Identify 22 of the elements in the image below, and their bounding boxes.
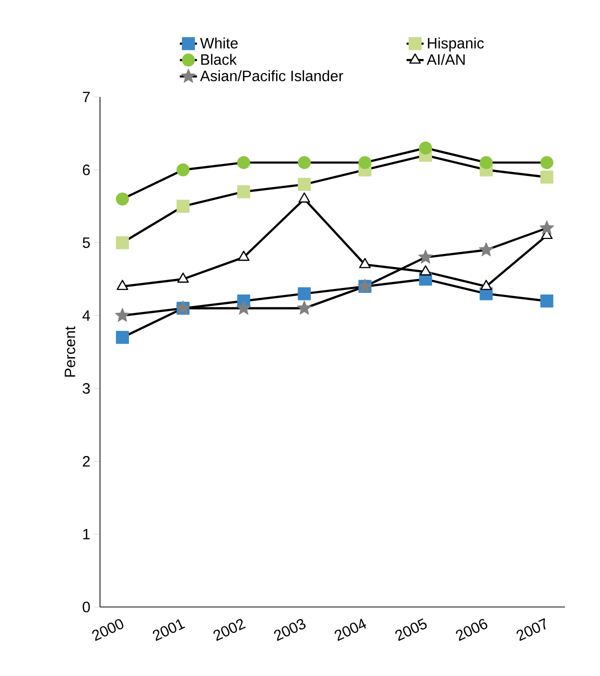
y-tick-label: 7 xyxy=(82,92,90,102)
legend-label: White xyxy=(200,37,238,48)
y-tick-label: 6 xyxy=(82,164,90,176)
y-tick-label: 3 xyxy=(82,383,90,394)
x-tick-label: 2003 xyxy=(274,619,306,641)
legend-label: Black xyxy=(201,54,237,65)
x-tick-label: 2004 xyxy=(334,618,366,641)
x-tick-label: 2000 xyxy=(92,619,124,641)
x-tick-label: 2007 xyxy=(516,618,546,641)
legend-label: Asian/Pacific Islander xyxy=(200,70,344,82)
x-tick-label: 2005 xyxy=(395,618,427,641)
legend-label: Hispanic xyxy=(428,37,484,52)
x-tick-label: 2001 xyxy=(152,619,186,641)
y-tick-label: 1 xyxy=(83,528,90,540)
x-tick-label: 2002 xyxy=(213,619,246,641)
x-tick-label: 2006 xyxy=(456,618,488,641)
legend-label: AI/AN xyxy=(426,54,465,65)
y-tick-label: 2 xyxy=(82,456,90,467)
y-tick-label: 5 xyxy=(82,237,90,248)
y-tick-label: 4 xyxy=(82,310,90,321)
y-tick-label: 0 xyxy=(82,602,90,612)
y-axis-title: Percent xyxy=(64,326,76,377)
